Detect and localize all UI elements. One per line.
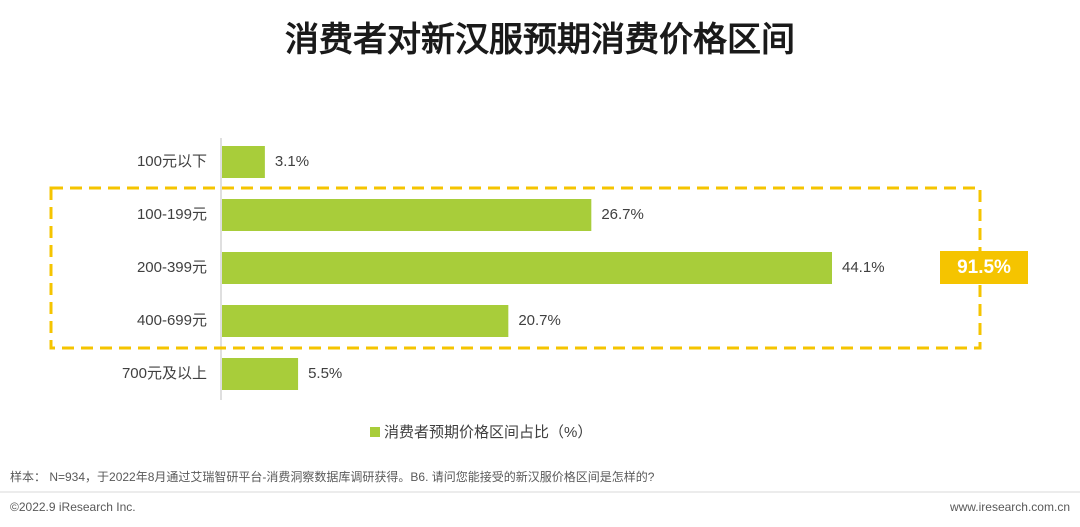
bar (222, 146, 265, 178)
bar (222, 252, 832, 284)
bar (222, 305, 509, 337)
legend-label: 消费者预期价格区间占比（%） (384, 424, 592, 441)
bar (222, 358, 299, 390)
copyright: ©2022.9 iResearch Inc. (10, 500, 136, 514)
value-label: 26.7% (601, 206, 644, 223)
bar (222, 199, 592, 231)
annotation-box (940, 251, 1028, 284)
value-label: 5.5% (308, 365, 342, 382)
y-tick-label: 100元以下 (137, 153, 207, 170)
footer-note: 样本： N=934，于2022年8月通过艾瑞智研平台-消费洞察数据库调研获得。B… (10, 469, 655, 484)
annotation: 91.5% (957, 257, 1011, 278)
chart-title: 消费者对新汉服预期消费价格区间 (285, 21, 795, 59)
legend-swatch (370, 427, 380, 437)
y-tick-label: 700元及以上 (122, 365, 207, 382)
value-label: 20.7% (518, 312, 561, 329)
value-label: 44.1% (842, 259, 885, 276)
y-tick-label: 100-199元 (137, 206, 207, 223)
value-label: 3.1% (275, 153, 309, 170)
y-tick-label: 200-399元 (137, 259, 207, 276)
y-tick-label: 400-699元 (137, 312, 207, 329)
website: www.iresearch.com.cn (949, 500, 1070, 514)
